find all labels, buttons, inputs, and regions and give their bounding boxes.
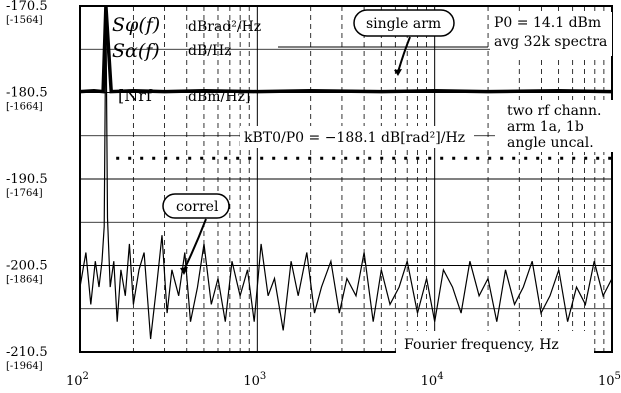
y-tick-sublabel: [-1564] (6, 15, 43, 26)
kbt0-box (240, 126, 474, 148)
y-tick-sublabel: [-1864] (6, 275, 43, 286)
correl-arrow (183, 218, 207, 271)
correl-arrowhead (180, 267, 188, 275)
x-tick-label: 104 (421, 371, 444, 389)
legend-n-rf: [Nrf (118, 86, 153, 105)
two-rf-label: two rf chann. (507, 103, 602, 119)
grid (80, 6, 612, 352)
legend-s-phi: Sφ(f) (112, 14, 160, 36)
p0-label: P0 = 14.1 dBm (494, 15, 601, 31)
y-tick-sublabel: [-1964] (6, 361, 43, 372)
series-layer (79, 5, 613, 340)
single-arm-arrow (397, 36, 411, 73)
x-tick-labels: 102 103 104 105 (66, 371, 621, 389)
series-line-correl (79, 5, 613, 340)
two-rf-box (495, 100, 613, 152)
y-tick-label: -170.5 (6, 0, 48, 14)
xlabel-box (396, 331, 594, 355)
single-arm-callout-box (353, 9, 455, 37)
legend-s-alpha-unit: dB/Hz (188, 43, 232, 59)
y-tick-label: -210.5 (6, 345, 48, 360)
legend-s-phi-unit: dBrad²/Hz (188, 19, 261, 35)
plot-frame (79, 5, 613, 353)
annotations: Sφ(f) dBrad²/Hz Sα(f) dB/Hz [Nrf dBm/Hz]… (112, 9, 613, 355)
p0-box (490, 12, 612, 56)
x-tick-label: 103 (243, 371, 266, 389)
single-arm-label: single arm (366, 16, 441, 32)
series-line-single-arm (79, 5, 613, 94)
y-tick-sublabel: [-1664] (6, 102, 43, 113)
y-tick-sublabel: [-1764] (6, 188, 43, 199)
correl-callout-box (162, 193, 230, 219)
y-tick-label: -200.5 (6, 259, 48, 274)
single-arm-arrowhead (394, 69, 402, 76)
y-tick-label: -190.5 (6, 172, 48, 187)
legend-s-alpha: Sα(f) (112, 40, 160, 62)
kbt0-label: kBT0/P0 = −188.1 dB[rad²]/Hz (244, 130, 465, 146)
legend-n-rf-unit: dBm/Hz] (188, 89, 250, 105)
avg-label: avg 32k spectra (494, 34, 607, 50)
arm-label: arm 1a, 1b (507, 119, 584, 135)
y-tick-labels: -170.5[-1564] -180.5[-1664] -190.5[-1764] -… (6, 0, 48, 372)
angle-label: angle uncal. (507, 135, 594, 151)
y-tick-label: -180.5 (6, 86, 48, 101)
x-axis-label: Fourier frequency, Hz (404, 337, 559, 353)
x-tick-label: 105 (598, 371, 621, 389)
x-tick-label: 102 (66, 371, 89, 389)
correl-label: correl (176, 199, 219, 215)
